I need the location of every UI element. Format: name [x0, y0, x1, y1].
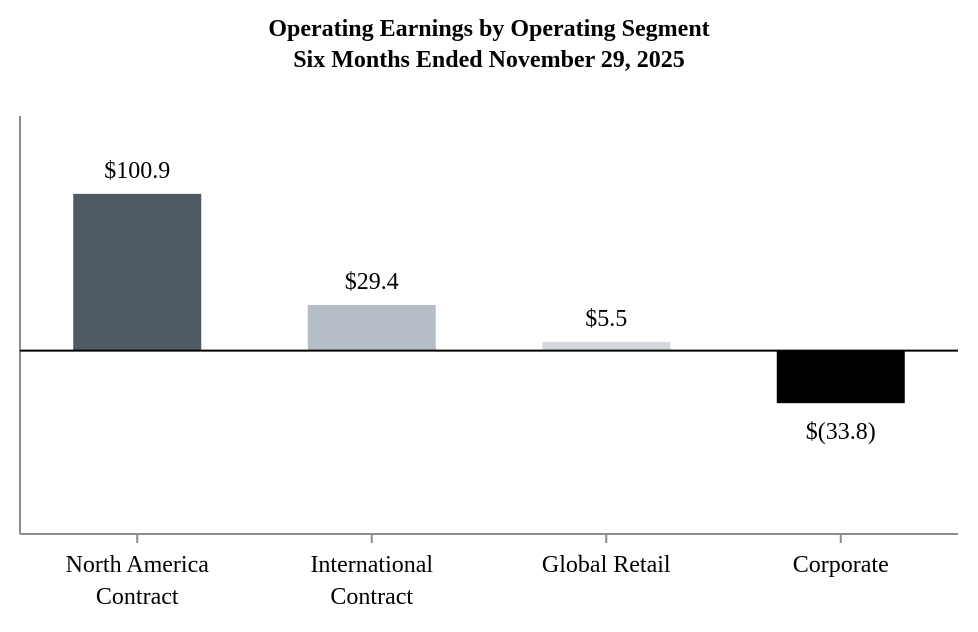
x-ticks-group: [136, 534, 842, 543]
bar-value-label: $5.5: [585, 306, 627, 332]
x-tick-label: Corporate: [793, 552, 889, 578]
x-tick-label-line: Corporate: [793, 552, 889, 578]
bars-group: [73, 193, 905, 404]
bar: [542, 342, 671, 351]
value-labels-group: $100.9 $29.4 $5.5 $(33.8): [104, 158, 875, 445]
chart-subtitle: Six Months Ended November 29, 2025: [293, 47, 685, 73]
x-tick-label-line: Contract: [96, 584, 179, 610]
x-tick-label-line: International: [310, 552, 433, 578]
bar-value-label: $29.4: [345, 269, 399, 295]
bar-value-label: $100.9: [104, 158, 170, 184]
bar: [307, 304, 436, 351]
x-tick-label-line: Global Retail: [542, 552, 671, 578]
bar: [776, 350, 905, 404]
chart-axes: [19, 116, 958, 535]
bar-value-label: $(33.8): [806, 419, 876, 445]
x-tick-label-line: North America: [66, 552, 210, 578]
x-tick-label: Global Retail: [542, 552, 671, 578]
x-tick-label-line: Contract: [330, 584, 413, 610]
bar: [73, 193, 202, 351]
x-tick-label: North America Contract: [66, 552, 210, 610]
chart-title: Operating Earnings by Operating Segment: [268, 16, 710, 42]
x-tick-label: International Contract: [310, 552, 433, 610]
chart-title-block: Operating Earnings by Operating Segment …: [0, 14, 978, 76]
x-labels-group: North America Contract International Contra…: [66, 552, 889, 610]
